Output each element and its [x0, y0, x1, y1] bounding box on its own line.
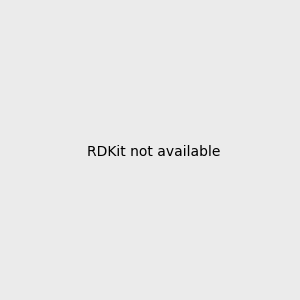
- Text: RDKit not available: RDKit not available: [87, 145, 220, 158]
